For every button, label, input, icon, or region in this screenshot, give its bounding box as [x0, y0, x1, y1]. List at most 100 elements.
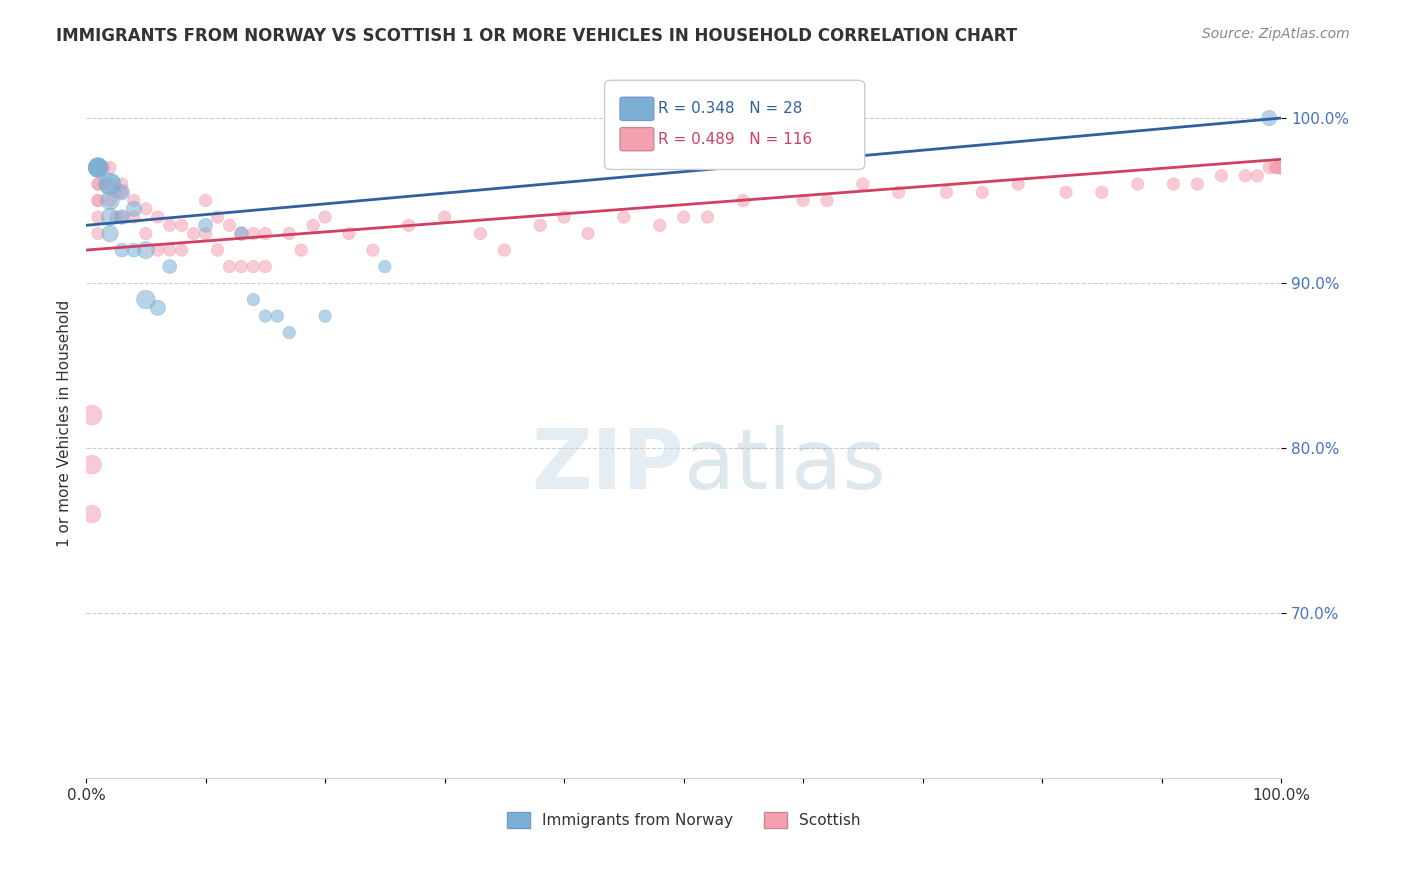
Point	[1270, 161, 1292, 175]
Point	[1270, 161, 1292, 175]
Point	[1270, 161, 1292, 175]
Point	[1268, 161, 1291, 175]
Point	[218, 260, 240, 274]
Point	[98, 194, 121, 208]
Point	[1270, 161, 1292, 175]
Point	[398, 219, 420, 233]
Point	[254, 227, 277, 241]
Point	[135, 243, 157, 257]
Point	[1054, 186, 1077, 200]
Point	[98, 177, 121, 191]
Point	[290, 243, 312, 257]
Point	[1270, 161, 1292, 175]
Point	[87, 227, 110, 241]
Point	[87, 194, 110, 208]
Point	[231, 260, 253, 274]
Point	[278, 227, 301, 241]
Point	[494, 243, 516, 257]
Point	[254, 260, 277, 274]
Point	[104, 210, 127, 224]
Point	[87, 177, 110, 191]
Point	[98, 194, 121, 208]
Point	[1246, 169, 1268, 183]
Point	[111, 177, 134, 191]
Point	[1091, 186, 1114, 200]
Text: R = 0.348   N = 28: R = 0.348 N = 28	[658, 102, 803, 116]
Point	[672, 210, 695, 224]
Point	[1270, 161, 1292, 175]
Point	[1270, 161, 1292, 175]
Point	[1163, 177, 1185, 191]
Point	[1211, 169, 1233, 183]
Point	[146, 243, 169, 257]
Point	[1270, 161, 1292, 175]
Point	[242, 260, 264, 274]
Point	[159, 243, 181, 257]
Point	[1270, 161, 1292, 175]
Point	[972, 186, 994, 200]
Point	[242, 227, 264, 241]
Point	[98, 177, 121, 191]
Point	[1270, 161, 1292, 175]
Point	[183, 227, 205, 241]
Point	[194, 219, 217, 233]
Point	[1270, 161, 1292, 175]
Point	[1270, 161, 1292, 175]
Point	[1270, 161, 1292, 175]
Point	[1270, 161, 1292, 175]
Point	[337, 227, 360, 241]
Point	[1234, 169, 1257, 183]
Point	[207, 210, 229, 224]
Point	[170, 243, 193, 257]
Point	[314, 210, 336, 224]
Point	[170, 219, 193, 233]
Point	[104, 186, 127, 200]
Text: atlas: atlas	[683, 425, 886, 507]
Point	[87, 210, 110, 224]
Point	[122, 210, 145, 224]
Point	[87, 194, 110, 208]
Point	[111, 210, 134, 224]
Point	[672, 114, 695, 128]
Point	[887, 186, 910, 200]
Point	[433, 210, 456, 224]
Point	[135, 293, 157, 307]
Point	[207, 243, 229, 257]
Point	[111, 186, 134, 200]
Point	[231, 227, 253, 241]
Point	[80, 408, 103, 422]
Point	[87, 161, 110, 175]
Legend: Immigrants from Norway, Scottish: Immigrants from Norway, Scottish	[501, 806, 866, 834]
Point	[1270, 161, 1292, 175]
Point	[576, 227, 599, 241]
Point	[361, 243, 384, 257]
Point	[1270, 161, 1292, 175]
Point	[159, 260, 181, 274]
Point	[87, 161, 110, 175]
Point	[1270, 161, 1292, 175]
Text: ZIP: ZIP	[531, 425, 683, 507]
Point	[696, 210, 718, 224]
Text: R = 0.489   N = 116: R = 0.489 N = 116	[658, 132, 813, 146]
Text: Source: ZipAtlas.com: Source: ZipAtlas.com	[1202, 27, 1350, 41]
Point	[1270, 161, 1292, 175]
Point	[1267, 161, 1289, 175]
Point	[122, 194, 145, 208]
Point	[1267, 161, 1289, 175]
Point	[80, 507, 103, 521]
Point	[470, 227, 492, 241]
Point	[87, 161, 110, 175]
Point	[1187, 177, 1209, 191]
Point	[1270, 161, 1292, 175]
Point	[122, 243, 145, 257]
Point	[935, 186, 957, 200]
Point	[146, 301, 169, 315]
Point	[374, 260, 396, 274]
Point	[1270, 161, 1292, 175]
Point	[194, 227, 217, 241]
Point	[1270, 161, 1292, 175]
Point	[1265, 161, 1288, 175]
Point	[87, 161, 110, 175]
Point	[146, 210, 169, 224]
Point	[98, 177, 121, 191]
